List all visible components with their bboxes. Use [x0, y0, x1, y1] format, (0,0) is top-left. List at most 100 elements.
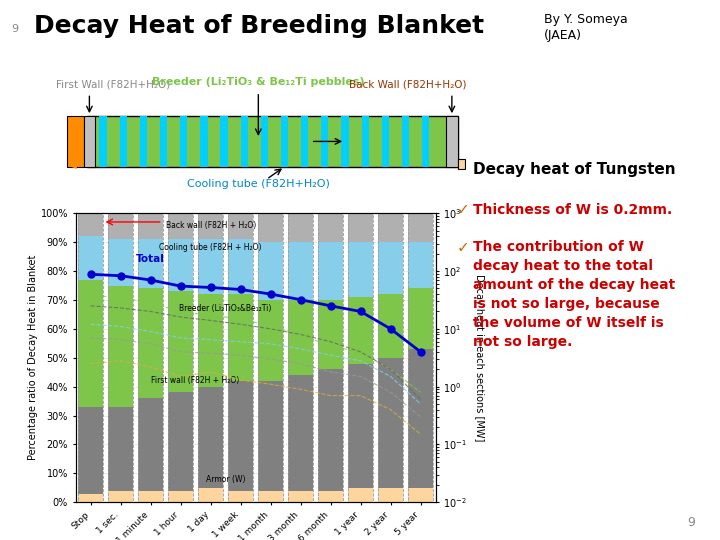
- Bar: [138, 213, 163, 502]
- Bar: [168, 239, 194, 291]
- Bar: [318, 369, 343, 491]
- Bar: [318, 242, 343, 300]
- Bar: [288, 375, 313, 491]
- Bar: [258, 491, 284, 502]
- Bar: [458, 159, 465, 169]
- Bar: [402, 116, 409, 167]
- Bar: [78, 494, 104, 502]
- Bar: [378, 488, 403, 502]
- Bar: [318, 213, 343, 242]
- Bar: [408, 288, 433, 349]
- Bar: [138, 288, 163, 398]
- Bar: [228, 213, 253, 239]
- Bar: [288, 491, 313, 502]
- Bar: [198, 387, 223, 488]
- Bar: [258, 213, 284, 502]
- Bar: [168, 291, 194, 393]
- Bar: [378, 242, 403, 294]
- Bar: [220, 116, 228, 167]
- Text: ✓: ✓: [457, 240, 470, 255]
- Text: First wall (F82H + H₂O): First wall (F82H + H₂O): [151, 376, 240, 386]
- Bar: [168, 491, 194, 502]
- Bar: [348, 213, 374, 502]
- Bar: [288, 242, 313, 300]
- Bar: [240, 116, 248, 167]
- Bar: [78, 280, 104, 407]
- Bar: [180, 116, 187, 167]
- Bar: [138, 213, 163, 239]
- Text: Armor (W): Armor (W): [71, 115, 80, 168]
- Text: Thickness of W is 0.2mm.: Thickness of W is 0.2mm.: [473, 202, 672, 217]
- Bar: [78, 407, 104, 494]
- Bar: [78, 213, 104, 502]
- Bar: [348, 213, 374, 242]
- Bar: [348, 242, 374, 297]
- Bar: [422, 116, 429, 167]
- Bar: [67, 116, 84, 167]
- Bar: [198, 294, 223, 387]
- Bar: [258, 242, 284, 300]
- Text: Armor (W): Armor (W): [206, 475, 246, 484]
- Bar: [140, 116, 147, 167]
- Text: Back Wall (F82H+H₂O): Back Wall (F82H+H₂O): [348, 80, 467, 90]
- Bar: [198, 239, 223, 294]
- Text: By Y. Someya
(JAEA): By Y. Someya (JAEA): [544, 14, 627, 42]
- Bar: [261, 116, 268, 167]
- Bar: [200, 116, 207, 167]
- Bar: [108, 213, 133, 502]
- Bar: [281, 116, 288, 167]
- Text: 9: 9: [687, 516, 695, 529]
- Text: The contribution of W
decay heat to the total
amount of the decay heat
is not so: The contribution of W decay heat to the …: [473, 240, 675, 349]
- Bar: [318, 491, 343, 502]
- Bar: [108, 239, 133, 286]
- Bar: [378, 294, 403, 357]
- Bar: [348, 297, 374, 363]
- Bar: [341, 116, 348, 167]
- Text: Breeder (Li₂TiO₃&Be₁₂Ti): Breeder (Li₂TiO₃&Be₁₂Ti): [179, 304, 271, 313]
- Bar: [168, 393, 194, 491]
- Bar: [160, 116, 167, 167]
- Bar: [99, 116, 107, 167]
- Bar: [348, 488, 374, 502]
- Bar: [318, 213, 343, 502]
- Bar: [408, 242, 433, 288]
- Bar: [84, 116, 95, 167]
- Text: 9: 9: [11, 24, 18, 35]
- Text: Breeder (Li₂TiO₃ & Be₁₂Ti pebbles): Breeder (Li₂TiO₃ & Be₁₂Ti pebbles): [152, 77, 364, 87]
- Bar: [288, 213, 313, 242]
- Bar: [348, 363, 374, 488]
- Bar: [321, 116, 328, 167]
- Bar: [168, 213, 194, 239]
- Bar: [258, 381, 284, 491]
- Bar: [258, 300, 284, 381]
- Bar: [446, 116, 458, 167]
- Y-axis label: Percentage ratio of Decay Heat in Blanket: Percentage ratio of Decay Heat in Blanke…: [27, 255, 37, 461]
- Text: Cooling tube (F82H + H₂O): Cooling tube (F82H + H₂O): [159, 244, 262, 253]
- Bar: [408, 213, 433, 242]
- Bar: [258, 213, 284, 242]
- Bar: [78, 213, 104, 237]
- Text: Decay Heat of Breeding Blanket: Decay Heat of Breeding Blanket: [34, 14, 485, 37]
- Text: Cooling tube (F82H+H₂O): Cooling tube (F82H+H₂O): [187, 179, 330, 190]
- Bar: [408, 488, 433, 502]
- Bar: [138, 398, 163, 491]
- Bar: [378, 213, 403, 502]
- Text: Back wall (F82H + H₂O): Back wall (F82H + H₂O): [166, 220, 256, 230]
- Text: ✓: ✓: [457, 202, 470, 218]
- Bar: [408, 349, 433, 488]
- Bar: [288, 213, 313, 502]
- Bar: [108, 407, 133, 491]
- Bar: [228, 239, 253, 294]
- Bar: [138, 491, 163, 502]
- Bar: [301, 116, 308, 167]
- Bar: [120, 116, 127, 167]
- Bar: [168, 213, 194, 502]
- Bar: [378, 357, 403, 488]
- Bar: [318, 300, 343, 369]
- Bar: [288, 300, 313, 375]
- Bar: [198, 213, 223, 239]
- Bar: [382, 116, 389, 167]
- Bar: [198, 213, 223, 502]
- Text: Total: Total: [135, 254, 164, 265]
- Bar: [108, 491, 133, 502]
